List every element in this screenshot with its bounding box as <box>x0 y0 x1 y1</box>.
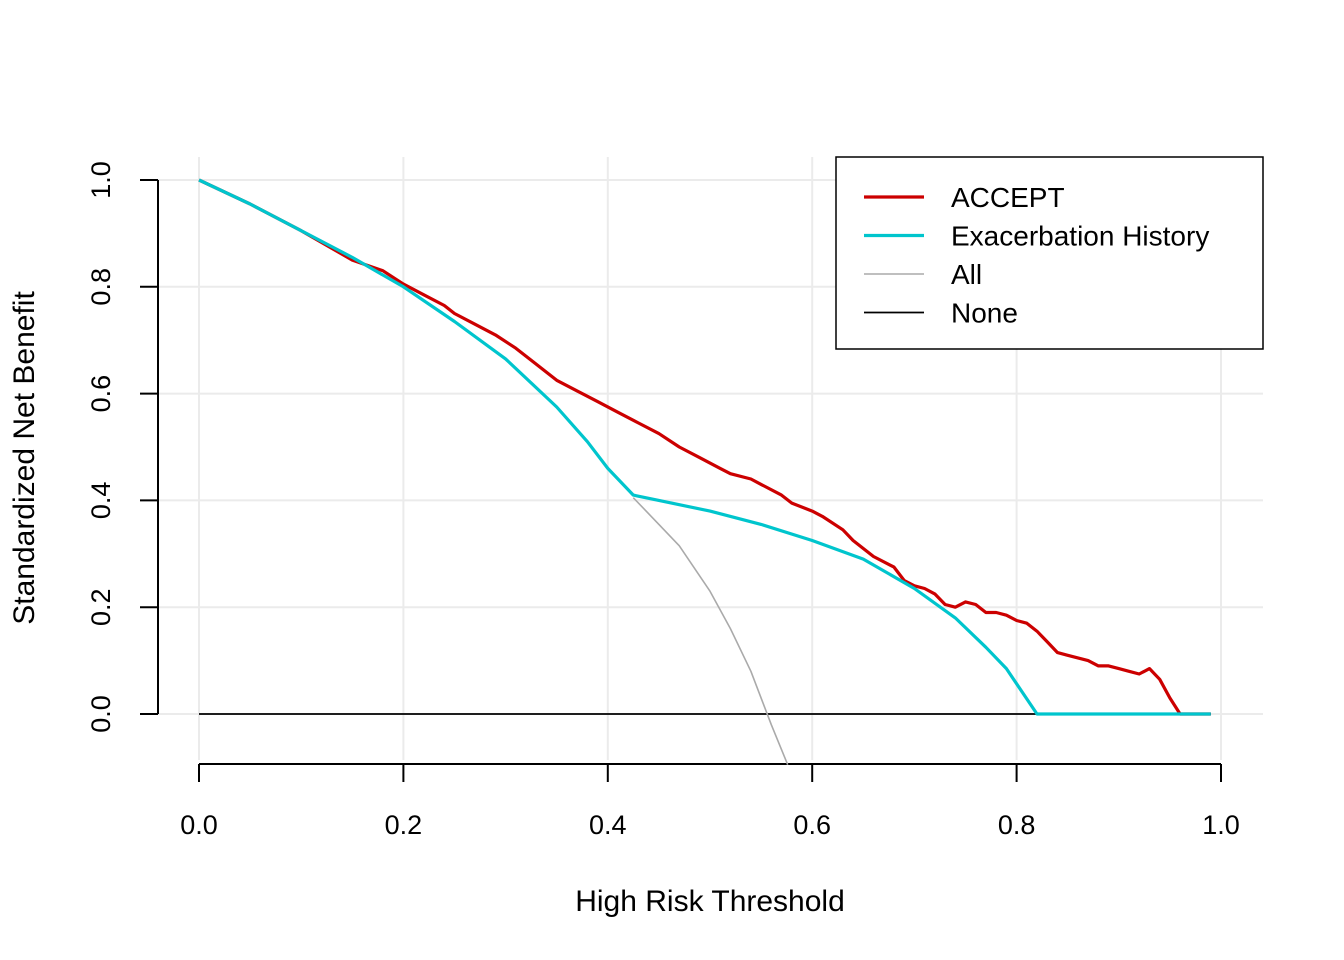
x-axis: 0.0 0.2 0.4 0.6 0.8 1.0 <box>180 763 1240 840</box>
y-tick-label-0: 0.0 <box>86 695 116 733</box>
series-line-exacerbation-history <box>198 178 1211 716</box>
x-tick-label-5: 1.0 <box>1202 810 1240 840</box>
y-tick-label-4: 0.8 <box>86 268 116 306</box>
y-tick-label-5: 1.0 <box>86 161 116 199</box>
legend-box <box>835 156 1264 350</box>
x-tick-label-1: 0.2 <box>385 810 423 840</box>
x-tick-label-3: 0.6 <box>793 810 831 840</box>
legend-label-all: All <box>951 259 982 290</box>
y-tick-label-1: 0.2 <box>86 588 116 626</box>
y-tick-label-2: 0.4 <box>86 482 116 520</box>
series-line-accept <box>198 178 1211 716</box>
series-lines <box>198 178 1211 766</box>
legend-label-exacerbation-history: Exacerbation History <box>951 221 1209 252</box>
y-axis-label: Standardized Net Benefit <box>8 291 41 625</box>
x-tick-label-4: 0.8 <box>998 810 1036 840</box>
y-axis: 0.0 0.2 0.4 0.6 0.8 1.0 <box>86 161 159 733</box>
y-tick-label-3: 0.6 <box>86 375 116 413</box>
x-tick-label-2: 0.4 <box>589 810 627 840</box>
x-tick-label-0: 0.0 <box>180 810 218 840</box>
legend-label-none: None <box>951 298 1018 329</box>
legend-label-accept: ACCEPT <box>951 182 1065 213</box>
legend: ACCEPT Exacerbation History All None <box>835 156 1264 350</box>
x-axis-label: High Risk Threshold <box>575 885 845 918</box>
series-line-all <box>632 497 789 766</box>
